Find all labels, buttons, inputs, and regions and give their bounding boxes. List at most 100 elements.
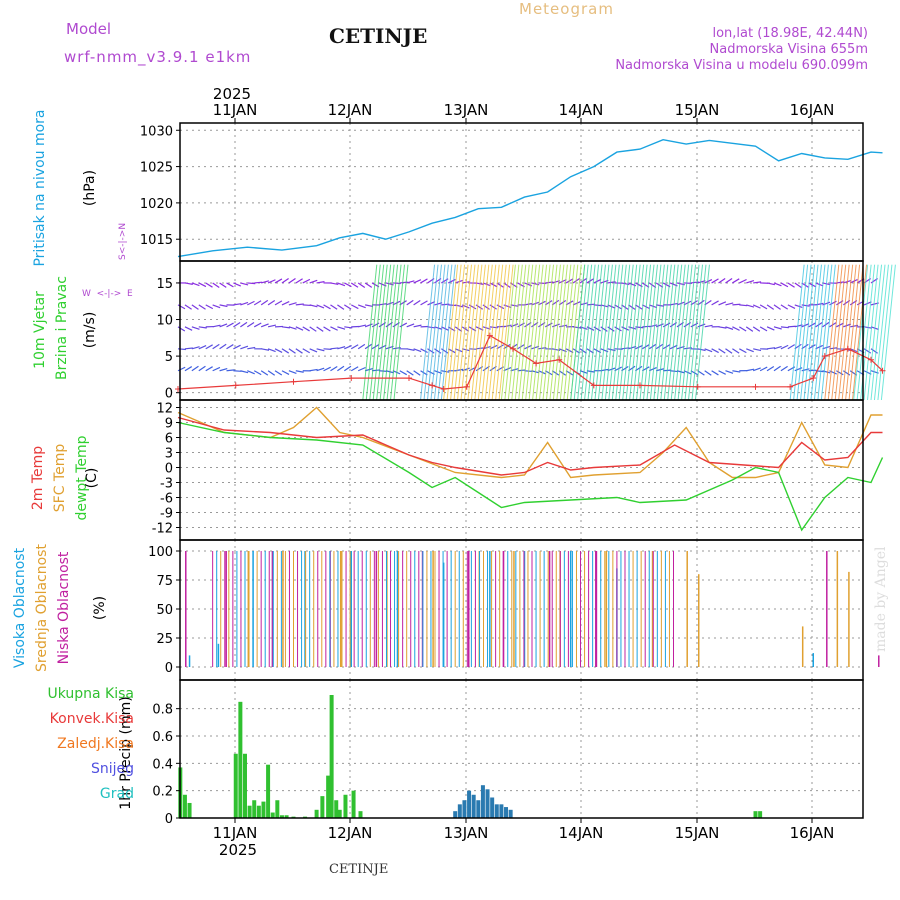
wind-band-3 [535, 264, 551, 401]
wind-band-3 [552, 264, 568, 401]
wind-arrow [191, 282, 200, 287]
wind-arrow [198, 345, 207, 350]
wind-arrow [406, 323, 415, 328]
wind-band-5 [813, 264, 829, 401]
wind-arrow [406, 299, 414, 306]
wind-arrow [198, 304, 206, 310]
wind-arrow [198, 365, 206, 372]
wind-arrow [177, 304, 186, 310]
wind-band-2 [453, 264, 469, 401]
wind-arrow [732, 348, 740, 354]
wind-band-0 [365, 264, 381, 401]
pressure-line [177, 138, 883, 258]
wind-arrow [358, 324, 367, 328]
wind-arrow [219, 367, 228, 372]
wind-arrow [759, 304, 768, 310]
wind-band-4 [611, 264, 627, 401]
wind-band-4 [667, 264, 683, 401]
wind-arrow [746, 368, 755, 372]
wind-arrow [267, 279, 276, 284]
wind-band-7 [880, 264, 896, 401]
wind-arrow [309, 304, 318, 308]
bottom-date-label-5: 16JAN [790, 824, 835, 842]
wind-band-2 [481, 264, 497, 401]
wind-arrow [544, 370, 553, 376]
wind-band-5 [820, 264, 836, 401]
wind-band-5 [817, 264, 833, 401]
compass-we: W <-|-> E [82, 289, 133, 299]
wind-arrow [288, 302, 297, 306]
wind-arrow [822, 370, 831, 374]
precip-bar-0 [358, 811, 363, 818]
bottom-date-label-2: 13JAN [444, 824, 489, 842]
wind-arrow [849, 370, 858, 376]
wind-arrow [759, 366, 768, 372]
wind-band-4 [608, 264, 624, 401]
wind-arrow [261, 280, 270, 284]
wind-arrow [759, 326, 768, 332]
wind-arrow [309, 348, 318, 353]
wind-band-4 [636, 264, 652, 401]
wind-arrow [766, 304, 775, 310]
wind-arrow [579, 348, 587, 354]
legend-frz-precip: Zaledj.Kisa [57, 736, 134, 752]
wind-band-2 [460, 264, 476, 401]
wind-band-4 [681, 264, 697, 401]
wind-arrow [288, 348, 296, 354]
wind-arrow [247, 282, 256, 285]
wind-band-3 [528, 264, 544, 401]
wind-arrow [704, 370, 712, 376]
wind-arrow [649, 324, 658, 328]
wind-band-4 [649, 264, 665, 401]
wind-arrow [496, 304, 505, 310]
wind-arrow [260, 370, 269, 376]
wind-band-1 [423, 264, 439, 401]
wind-arrow [323, 366, 331, 372]
wind-arrow [836, 370, 844, 376]
wind-arrow [739, 326, 747, 332]
wind-band-2 [443, 264, 459, 401]
temp-ytick-label-8: -12 [152, 522, 173, 537]
wind-band-4 [691, 264, 707, 401]
panel-frame-0 [179, 122, 864, 262]
wind-arrow [267, 348, 276, 353]
wind-band-5 [803, 264, 819, 401]
wind-arrow [614, 326, 622, 332]
wind-band-4 [573, 264, 589, 401]
wind-arrow [240, 345, 249, 350]
wind-arrow [205, 366, 213, 372]
wind-arrow [780, 304, 789, 310]
precip-bar-0 [753, 811, 758, 818]
wind-arrow [343, 365, 352, 372]
precip-bar-0 [275, 800, 280, 818]
wind-arrow [752, 304, 761, 309]
wind-band-3 [511, 264, 527, 401]
wind-band-6 [827, 264, 843, 401]
wind-band-2 [477, 264, 493, 401]
wind-ytick-label-1: 5 [165, 350, 173, 365]
temp-ytick-label-4: 0 [165, 462, 173, 477]
wind-arrow [219, 343, 227, 350]
wind-band-1 [430, 264, 446, 401]
wind-arrow [330, 366, 338, 372]
wind-arrow [870, 348, 878, 354]
wind-arrow [302, 326, 310, 332]
wind-arrow [364, 282, 373, 288]
wind-arrow [780, 326, 789, 329]
wind-arrow [337, 346, 346, 350]
wind-arrow [745, 326, 754, 332]
wind-arrow [794, 304, 803, 309]
wind-arrow [711, 348, 719, 354]
legend-snow: Snijeg [90, 761, 134, 777]
wind-arrow [191, 365, 199, 372]
wind-arrow [510, 323, 519, 328]
wind-band-4 [615, 264, 631, 401]
wind-band-7 [853, 264, 869, 401]
wind-ytick-label-3: 15 [156, 277, 173, 292]
wind-arrow [600, 326, 608, 332]
wind-arrow [593, 278, 602, 284]
wind-arrow [357, 366, 366, 372]
wind-arrow [337, 326, 346, 330]
precip-ytick-label-1: 0.6 [152, 730, 173, 745]
wind-arrow [572, 301, 581, 306]
